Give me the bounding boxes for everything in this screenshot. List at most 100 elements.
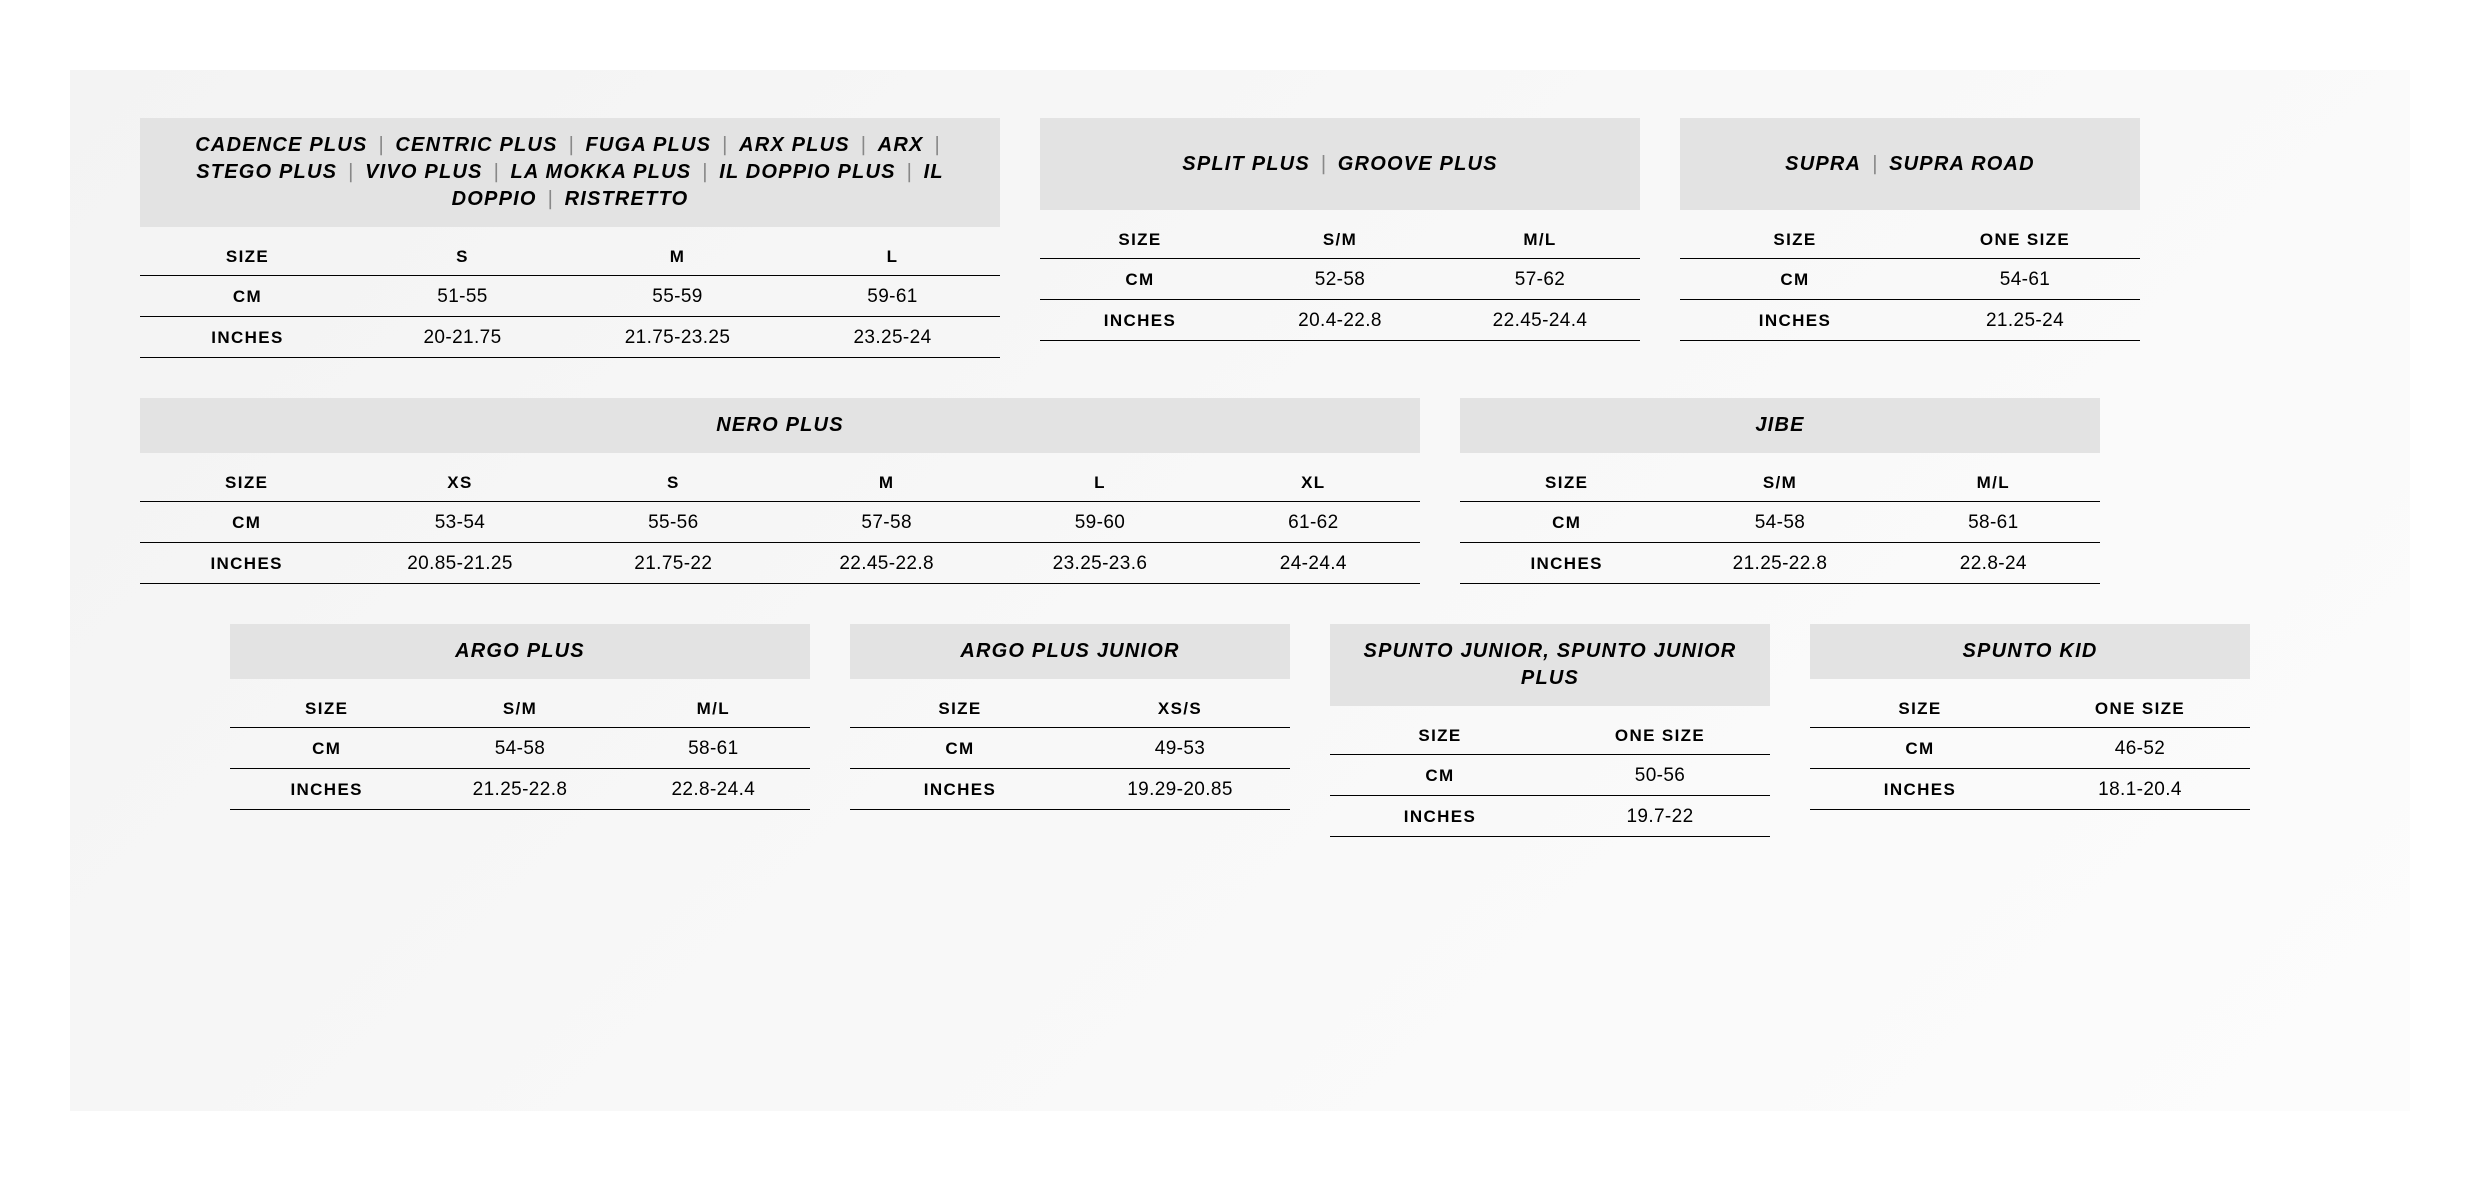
cell-cm: 57-58 (780, 502, 993, 543)
size-table: SIZEONE SIZECM54-61INCHES21.25-24 (1680, 220, 2140, 341)
table-row: CM49-53 (850, 728, 1290, 769)
table-row: INCHES21.25-24 (1680, 300, 2140, 341)
row-label-inches: INCHES (1680, 300, 1910, 341)
cell-inches: 23.25-23.6 (993, 543, 1206, 584)
table-row: INCHES19.7-22 (1330, 796, 1770, 837)
table-title: SPUNTO JUNIOR, SPUNTO JUNIOR PLUS (1330, 624, 1770, 706)
col-header: S (567, 463, 780, 502)
title-separator: | (371, 134, 391, 156)
cell-cm: 53-54 (353, 502, 566, 543)
cell-inches: 21.75-23.25 (570, 317, 785, 358)
size-table-argojr: ARGO PLUS JUNIORSIZEXS/SCM49-53INCHES19.… (850, 624, 1290, 810)
title-part: SPUNTO JUNIOR, SPUNTO JUNIOR PLUS (1364, 640, 1737, 689)
row-label-inches: INCHES (1810, 769, 2030, 810)
size-table: SIZES/MM/LCM52-5857-62INCHES20.4-22.822.… (1040, 220, 1640, 341)
title-part: SUPRA ROAD (1889, 153, 2035, 175)
cell-cm: 46-52 (2030, 728, 2250, 769)
cell-cm: 57-62 (1440, 259, 1640, 300)
row-label-cm: CM (1680, 259, 1910, 300)
table-row: INCHES21.25-22.822.8-24 (1460, 543, 2100, 584)
size-table: SIZESMLCM51-5555-5959-61INCHES20-21.7521… (140, 237, 1000, 358)
row-label-cm: CM (850, 728, 1070, 769)
col-header-size: SIZE (140, 237, 355, 276)
row-label-cm: CM (230, 728, 423, 769)
col-header-size: SIZE (1040, 220, 1240, 259)
table-row: INCHES18.1-20.4 (1810, 769, 2250, 810)
row-label-cm: CM (1810, 728, 2030, 769)
size-table: SIZEONE SIZECM46-52INCHES18.1-20.4 (1810, 689, 2250, 810)
title-part: STEGO PLUS (196, 161, 337, 183)
table-row: CM53-5455-5657-5859-6061-62 (140, 502, 1420, 543)
row-label-cm: CM (1330, 755, 1550, 796)
table-row: INCHES20.4-22.822.45-24.4 (1040, 300, 1640, 341)
row-label-inches: INCHES (850, 769, 1070, 810)
cell-inches: 21.25-22.8 (1673, 543, 1886, 584)
size-table-split: SPLIT PLUS | GROOVE PLUSSIZES/MM/LCM52-5… (1040, 118, 1640, 341)
cell-cm: 55-59 (570, 276, 785, 317)
cell-inches: 20-21.75 (355, 317, 570, 358)
title-separator: | (487, 161, 507, 183)
col-header: ONE SIZE (1550, 716, 1770, 755)
col-header-size: SIZE (230, 689, 423, 728)
cell-inches: 18.1-20.4 (2030, 769, 2250, 810)
table-row: INCHES20.85-21.2521.75-2222.45-22.823.25… (140, 543, 1420, 584)
table-header-row: SIZES/MM/L (230, 689, 810, 728)
size-table-nero: NERO PLUSSIZEXSSMLXLCM53-5455-5657-5859-… (140, 398, 1420, 584)
table-title: SPLIT PLUS | GROOVE PLUS (1040, 118, 1640, 210)
col-header-size: SIZE (1460, 463, 1673, 502)
title-part: LA MOKKA PLUS (510, 161, 691, 183)
cell-cm: 54-58 (423, 728, 616, 769)
col-header: S/M (423, 689, 616, 728)
col-header: XS/S (1070, 689, 1290, 728)
row-label-cm: CM (140, 276, 355, 317)
table-row: CM51-5555-5959-61 (140, 276, 1000, 317)
title-part: NERO PLUS (716, 414, 843, 436)
cell-inches: 21.25-24 (1910, 300, 2140, 341)
title-separator: | (562, 134, 582, 156)
col-header-size: SIZE (140, 463, 353, 502)
cell-inches: 22.8-24 (1887, 543, 2100, 584)
col-header: S (355, 237, 570, 276)
row-label-inches: INCHES (1040, 300, 1240, 341)
title-part: JIBE (1755, 414, 1804, 436)
col-header: M/L (1887, 463, 2100, 502)
row-label-inches: INCHES (1330, 796, 1550, 837)
title-part: ARX (878, 134, 924, 156)
table-header-row: SIZES/MM/L (1460, 463, 2100, 502)
cell-inches: 21.75-22 (567, 543, 780, 584)
cell-cm: 58-61 (1887, 502, 2100, 543)
size-chart-canvas: CADENCE PLUS | CENTRIC PLUS | FUGA PLUS … (70, 70, 2410, 1111)
cell-inches: 19.29-20.85 (1070, 769, 1290, 810)
col-header-size: SIZE (1330, 716, 1550, 755)
row-label-inches: INCHES (140, 543, 353, 584)
table-title: SUPRA | SUPRA ROAD (1680, 118, 2140, 210)
table-row: CM50-56 (1330, 755, 1770, 796)
cell-inches: 23.25-24 (785, 317, 1000, 358)
table-title: ARGO PLUS (230, 624, 810, 679)
col-header-size: SIZE (1680, 220, 1910, 259)
col-header: XS (353, 463, 566, 502)
title-separator: | (928, 134, 941, 156)
col-header: ONE SIZE (1910, 220, 2140, 259)
cell-cm: 50-56 (1550, 755, 1770, 796)
table-header-row: SIZEONE SIZE (1680, 220, 2140, 259)
cell-inches: 22.45-24.4 (1440, 300, 1640, 341)
row-label-cm: CM (1460, 502, 1673, 543)
cell-cm: 58-61 (617, 728, 810, 769)
table-title: JIBE (1460, 398, 2100, 453)
size-table-spuntojr: SPUNTO JUNIOR, SPUNTO JUNIOR PLUS SIZEONE… (1330, 624, 1770, 837)
table-title: SPUNTO KID (1810, 624, 2250, 679)
title-part: RISTRETTO (565, 188, 689, 210)
size-table-supra: SUPRA | SUPRA ROAD SIZEONE SIZECM54-61INC… (1680, 118, 2140, 341)
col-header: ONE SIZE (2030, 689, 2250, 728)
cell-cm: 52-58 (1240, 259, 1440, 300)
title-part: SPLIT PLUS (1182, 153, 1310, 175)
table-header-row: SIZEONE SIZE (1330, 716, 1770, 755)
size-table-jibe: JIBE SIZES/MM/LCM54-5858-61INCHES21.25-22… (1460, 398, 2100, 584)
title-separator: | (341, 161, 361, 183)
cell-cm: 55-56 (567, 502, 780, 543)
table-row: CM54-5858-61 (1460, 502, 2100, 543)
size-table: SIZEXS/SCM49-53INCHES19.29-20.85 (850, 689, 1290, 810)
col-header: M (570, 237, 785, 276)
col-header: S/M (1673, 463, 1886, 502)
